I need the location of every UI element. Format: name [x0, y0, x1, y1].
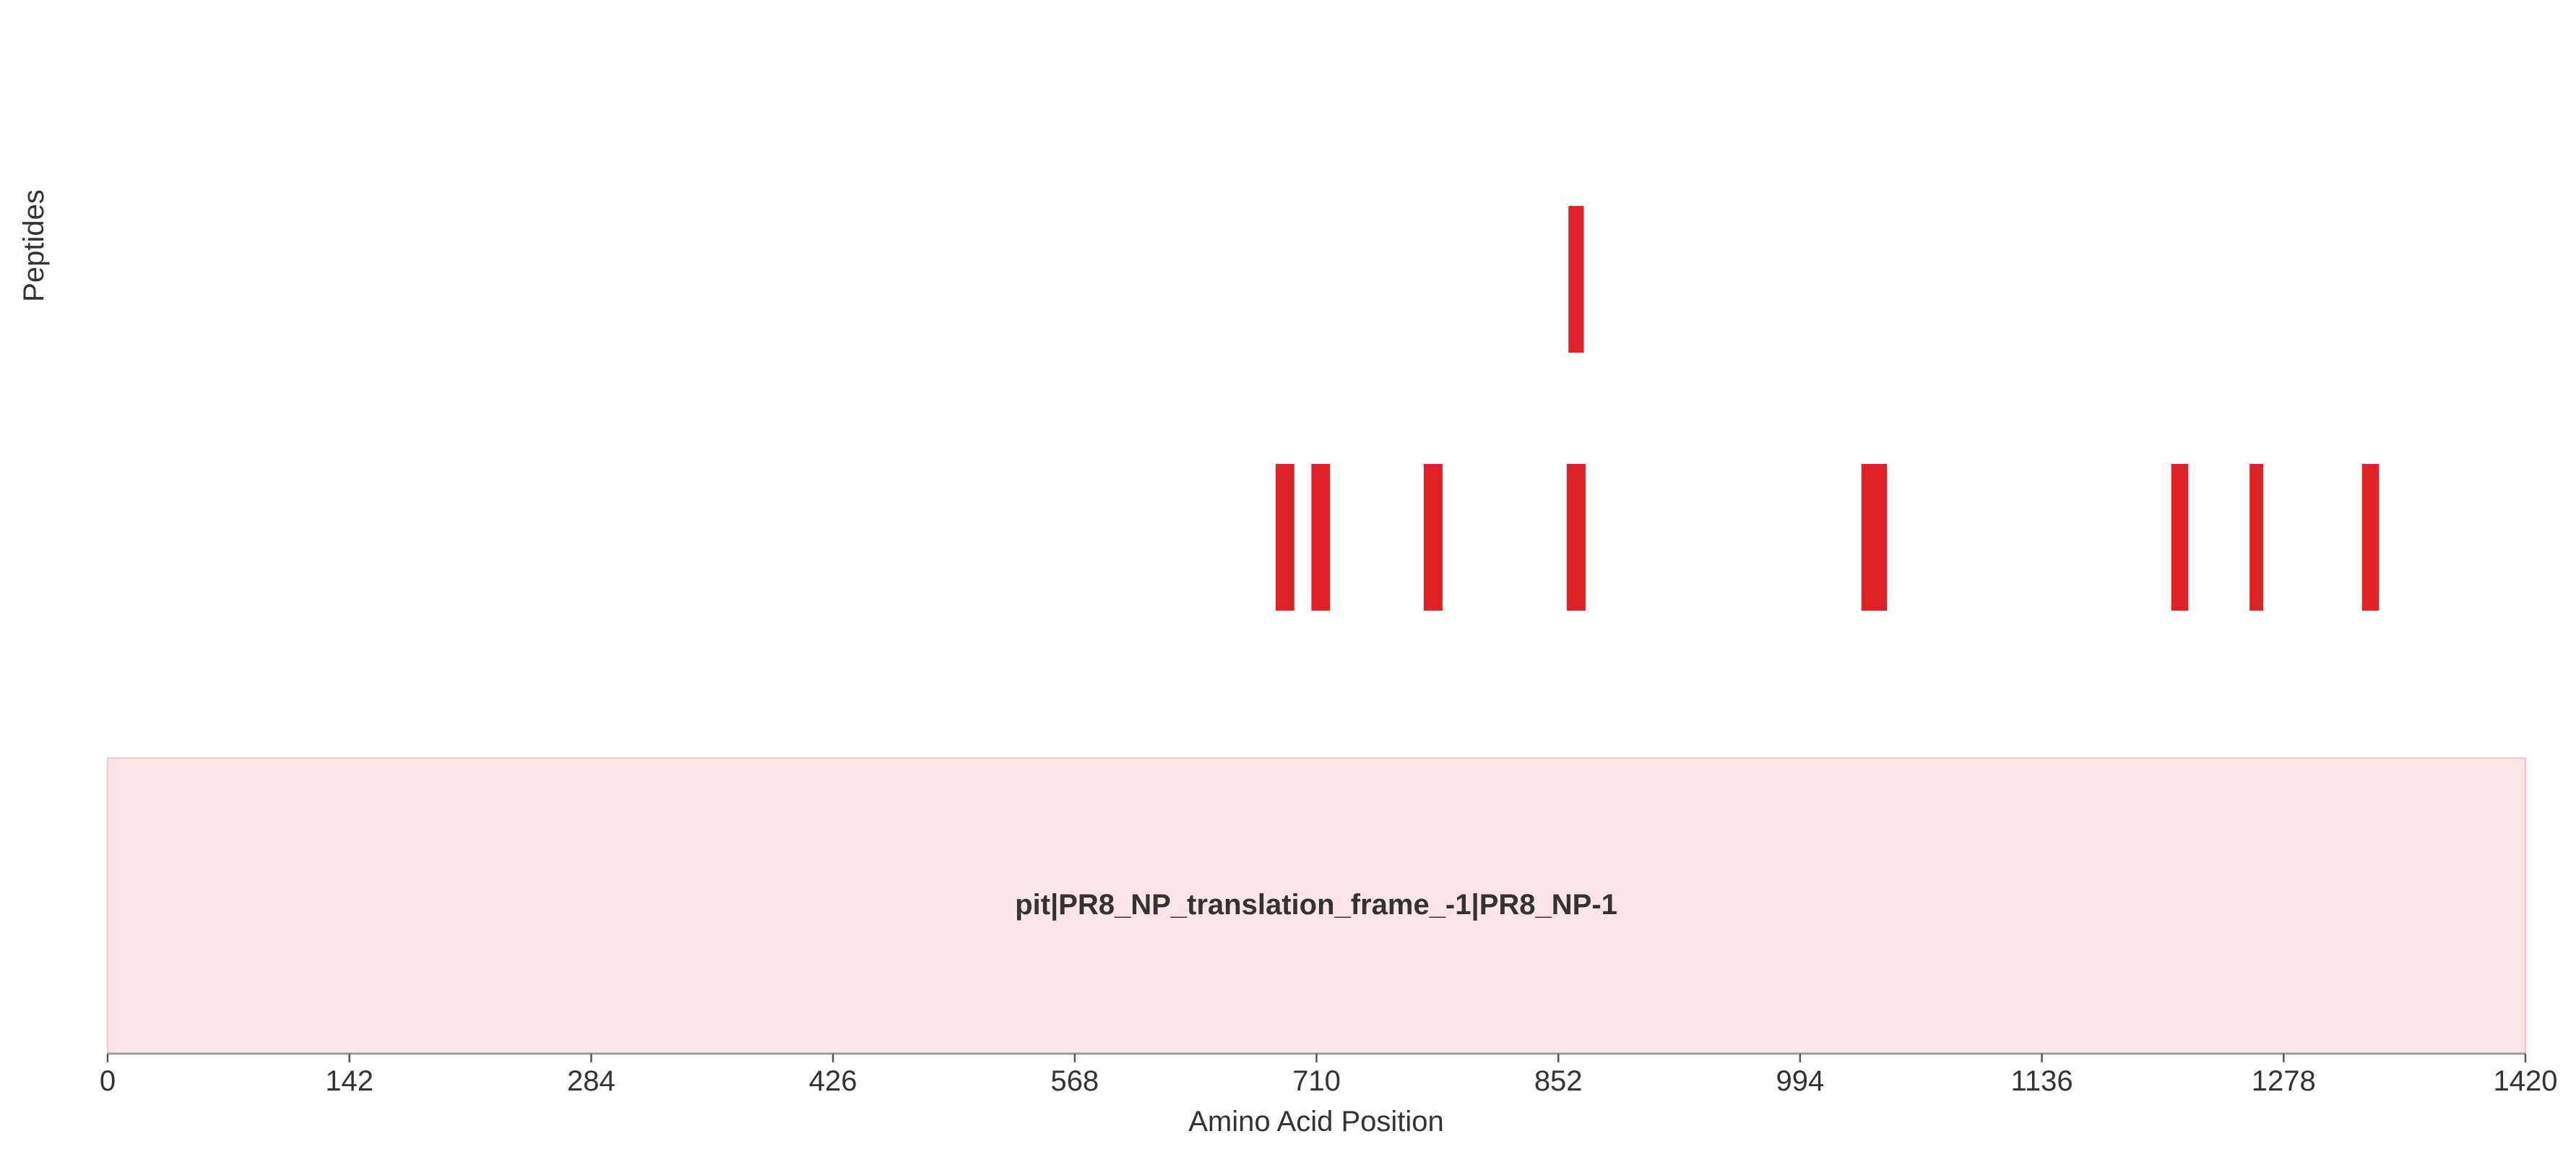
- peptide-track: [1275, 206, 2380, 611]
- protein-label: pit|PR8_NP_translation_frame_-1|PR8_NP-1: [1015, 889, 1617, 921]
- y-axis-label: Peptides: [18, 189, 50, 302]
- peptide-bar-row1-1: [1568, 206, 1584, 353]
- x-tick-label: 1278: [2252, 1065, 2316, 1097]
- peptide-bar-row2-4: [1567, 464, 1586, 611]
- x-tick-label: 710: [1292, 1065, 1341, 1097]
- x-tick-label: 142: [325, 1065, 373, 1097]
- x-axis-ticks: 0 142 284 426 568 710 852 994 1136 1278 1420: [100, 1054, 2558, 1097]
- x-tick-label: 852: [1534, 1065, 1583, 1097]
- peptide-bar-row2-6: [2171, 464, 2189, 611]
- x-tick-label: 568: [1050, 1065, 1099, 1097]
- x-tick-label: 994: [1776, 1065, 1825, 1097]
- protein-bar: [107, 757, 2526, 1054]
- peptide-bar-row2-1: [1275, 464, 1295, 611]
- x-tick-label: 1136: [2011, 1065, 2073, 1097]
- peptide-bar-row2-3: [1424, 464, 1443, 611]
- x-tick-label: 284: [567, 1065, 615, 1097]
- x-tick-label: 1420: [2494, 1065, 2558, 1097]
- x-tick-label: 426: [809, 1065, 857, 1097]
- x-tick-label: 0: [100, 1065, 116, 1097]
- x-axis-label: Amino Acid Position: [1188, 1106, 1444, 1137]
- peptide-bar-row2-2: [1311, 464, 1331, 611]
- peptide-bar-row2-7: [2249, 464, 2264, 611]
- peptide-bar-row2-5: [1861, 464, 1888, 611]
- peptide-bar-row2-8: [2361, 464, 2380, 611]
